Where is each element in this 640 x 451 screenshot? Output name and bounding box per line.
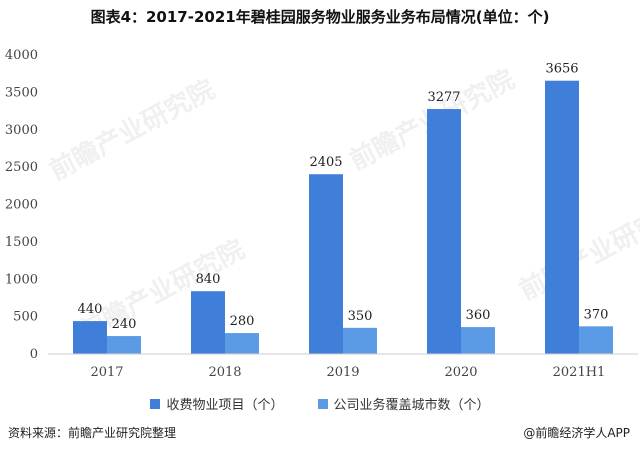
x-tick-label: 2017 [90, 365, 123, 380]
bar-series-2 [107, 336, 141, 354]
legend-item-series-2: 公司业务覆盖城市数（个） [317, 394, 490, 413]
data-label: 350 [348, 309, 373, 324]
data-label: 240 [112, 317, 137, 332]
data-label: 360 [466, 308, 491, 323]
legend-label-series-1: 收费物业项目（个） [166, 398, 284, 413]
bars: 440 240 840 280 2405 350 3277 360 3656 370 [73, 62, 613, 355]
bar-series-2 [461, 327, 495, 354]
x-tick-label: 2020 [444, 365, 477, 380]
legend: 收费物业项目（个） 公司业务覆盖城市数（个） [0, 394, 640, 413]
x-axis: 2017 2018 2019 2020 2021H1 [48, 353, 638, 380]
x-tick-label: 2021H1 [553, 365, 606, 380]
y-tick-label: 500 [13, 310, 38, 325]
bar-series-1 [191, 291, 225, 354]
brand-note: @前瞻经济学人APP [523, 426, 630, 440]
bar-series-1 [73, 321, 107, 354]
y-tick-label: 2000 [5, 198, 38, 213]
bar-series-2 [579, 326, 613, 354]
y-axis: 0 500 1000 1500 2000 2500 3000 3500 4000 [5, 48, 38, 362]
data-label: 840 [196, 272, 221, 287]
data-label: 3277 [427, 90, 460, 105]
data-label: 370 [584, 307, 609, 322]
legend-swatch-series-2 [317, 398, 328, 409]
y-tick-label: 3000 [5, 123, 38, 138]
data-label: 2405 [309, 155, 342, 170]
x-tick-label: 2019 [326, 365, 359, 380]
bar-series-1 [427, 109, 461, 354]
bar-series-1 [309, 174, 343, 354]
bar-series-2 [343, 327, 377, 354]
legend-item-series-1: 收费物业项目（个） [150, 394, 284, 413]
data-label: 3656 [545, 62, 578, 77]
y-tick-label: 2500 [5, 160, 38, 175]
chart-title: 图表4：2017-2021年碧桂园服务物业服务业务布局情况(单位：个) [90, 8, 550, 26]
y-tick-label: 1500 [5, 235, 38, 250]
x-tick-label: 2018 [208, 365, 241, 380]
bar-series-1 [545, 80, 579, 355]
bar-chart: 0 500 1000 1500 2000 2500 3000 3500 4000 440 240 8… [5, 48, 638, 380]
legend-label-series-2: 公司业务覆盖城市数（个） [333, 398, 490, 413]
y-tick-label: 3500 [5, 85, 38, 100]
bar-series-2 [225, 333, 259, 354]
y-tick-label: 0 [30, 347, 38, 362]
source-note: 资料来源：前瞻产业研究院整理 [8, 426, 177, 440]
data-label: 280 [230, 314, 255, 329]
y-tick-label: 1000 [5, 272, 38, 287]
legend-swatch-series-1 [150, 398, 161, 409]
y-tick-label: 4000 [5, 48, 38, 63]
data-label: 440 [78, 302, 103, 317]
